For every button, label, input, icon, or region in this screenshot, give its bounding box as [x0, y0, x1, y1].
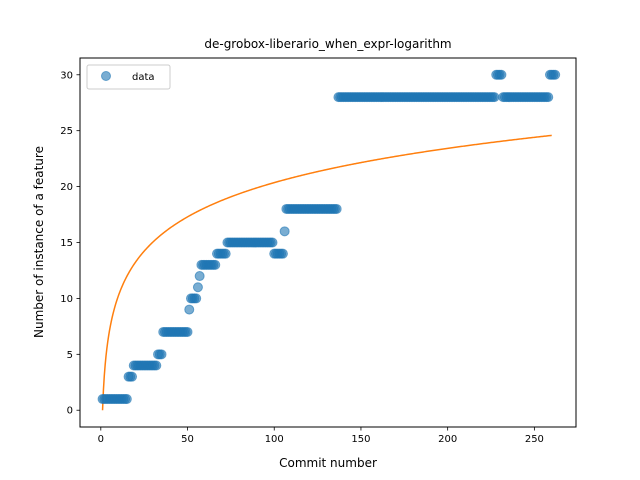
y-tick-label: 20 [60, 182, 73, 193]
x-axis-label: Commit number [279, 456, 377, 470]
axis-ticks: 0 50 100 150 200 250 0 5 10 15 20 25 30 [60, 70, 544, 445]
data-point [277, 248, 288, 259]
y-axis-label: Number of instance of a feature [32, 146, 46, 338]
chart-title: de-grobox-liberario_when_expr-logarithm [204, 37, 451, 51]
plot-marks [97, 69, 561, 411]
data-point [496, 69, 507, 80]
y-tick-label: 10 [60, 294, 73, 305]
legend-marker-data [101, 71, 111, 81]
x-tick-label: 50 [181, 434, 194, 445]
fit-line [101, 134, 552, 411]
data-point [550, 69, 561, 80]
plot-frame [79, 57, 577, 428]
data-point [279, 226, 290, 237]
data-point [543, 92, 554, 103]
y-tick-label: 25 [60, 126, 73, 137]
data-point [489, 92, 500, 103]
x-tick-label: 0 [98, 434, 104, 445]
y-tick-label: 0 [67, 406, 73, 417]
legend-label-data: data [132, 72, 155, 83]
data-point [182, 326, 193, 337]
data-point [194, 271, 205, 282]
y-tick-label: 5 [67, 350, 73, 361]
data-point [191, 293, 202, 304]
data-point [156, 349, 167, 360]
y-tick-label: 30 [60, 70, 73, 81]
data-point [121, 394, 132, 405]
data-point [192, 282, 203, 293]
data-point [220, 248, 231, 259]
x-tick-label: 150 [351, 434, 370, 445]
legend: data [86, 64, 171, 90]
data-point [127, 371, 138, 382]
data-point [184, 304, 195, 315]
data-point [151, 360, 162, 371]
y-tick-label: 15 [60, 238, 73, 249]
x-tick-label: 200 [438, 434, 457, 445]
x-tick-label: 100 [265, 434, 284, 445]
x-tick-label: 250 [525, 434, 544, 445]
legend-box [86, 64, 171, 90]
data-point [210, 259, 221, 270]
data-point [331, 203, 342, 214]
data-point [267, 237, 278, 248]
